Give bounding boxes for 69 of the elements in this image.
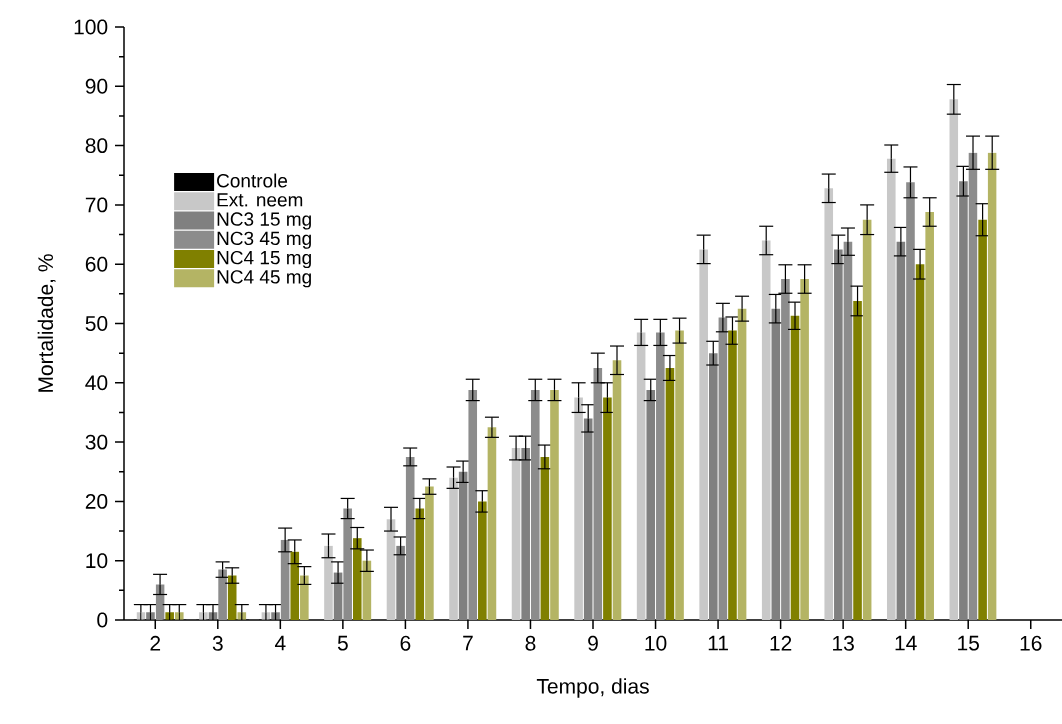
y-tick-label: 70 xyxy=(85,197,108,213)
bar xyxy=(290,551,300,620)
y-tick-label: 80 xyxy=(85,138,108,154)
x-tick-label: 9 xyxy=(588,635,598,651)
legend-label: NC3 15 mg xyxy=(217,212,311,230)
bar xyxy=(699,249,708,620)
legend-label: Ext. neem xyxy=(217,193,303,207)
bar xyxy=(636,332,646,620)
bar xyxy=(949,99,959,620)
x-tick-label: 4 xyxy=(274,635,286,651)
bar xyxy=(675,330,684,620)
x-tick-label: 16 xyxy=(1020,635,1042,651)
x-tick-label: 12 xyxy=(770,635,792,651)
bar xyxy=(800,279,809,620)
y-tick-label: 100 xyxy=(74,19,108,35)
y-tick-label: 30 xyxy=(85,434,108,450)
bar xyxy=(761,240,771,620)
bar xyxy=(737,308,747,620)
bar xyxy=(612,360,622,620)
bar xyxy=(324,545,333,620)
x-tick-label: 8 xyxy=(525,635,536,651)
bar xyxy=(853,300,862,620)
x-tick-label: 2 xyxy=(150,635,161,651)
y-tick-label: 40 xyxy=(85,375,108,391)
bar xyxy=(300,575,309,620)
bar xyxy=(425,486,434,620)
bar xyxy=(862,219,872,620)
x-tick-label: 15 xyxy=(958,635,979,651)
bar xyxy=(915,264,925,620)
bar xyxy=(415,508,425,620)
x-tick-label: 14 xyxy=(895,635,917,651)
x-tick-label: 13 xyxy=(833,635,854,651)
y-axis-title: Mortalidade, % xyxy=(37,254,56,392)
x-tick-label: 11 xyxy=(708,635,728,651)
bar xyxy=(665,367,675,620)
y-tick-label: 0 xyxy=(97,612,108,628)
x-tick-label: 7 xyxy=(463,635,473,651)
y-tick-label: 50 xyxy=(85,316,108,331)
bar xyxy=(511,448,521,620)
bar xyxy=(478,501,487,620)
bar xyxy=(362,560,372,620)
bar xyxy=(790,315,800,620)
bar xyxy=(574,397,583,620)
y-tick-label: 20 xyxy=(85,493,108,509)
bar xyxy=(603,397,612,620)
y-tick-label: 90 xyxy=(85,78,108,94)
legend-label: NC4 45 mg xyxy=(217,270,311,288)
bar xyxy=(925,212,934,620)
bar xyxy=(886,158,896,620)
bar xyxy=(352,538,362,620)
y-tick-label: 60 xyxy=(85,256,108,272)
bar xyxy=(487,427,497,620)
x-tick-label: 5 xyxy=(337,635,348,651)
legend-label: NC4 15 mg xyxy=(217,250,311,269)
bar xyxy=(728,330,737,620)
x-tick-label: 6 xyxy=(400,635,411,651)
legend-label: NC3 45 mg xyxy=(217,231,311,249)
x-tick-label: 3 xyxy=(212,635,223,651)
bar xyxy=(824,188,834,620)
bar xyxy=(540,456,550,620)
bar xyxy=(978,219,987,620)
bar xyxy=(987,152,997,620)
bar xyxy=(550,389,559,620)
x-tick-label: 10 xyxy=(645,635,667,651)
x-axis-title: Tempo, dias xyxy=(536,678,649,698)
y-tick-label: 10 xyxy=(86,553,108,569)
bar xyxy=(449,477,458,620)
legend-label: Controle xyxy=(217,173,288,188)
bar xyxy=(227,575,237,620)
